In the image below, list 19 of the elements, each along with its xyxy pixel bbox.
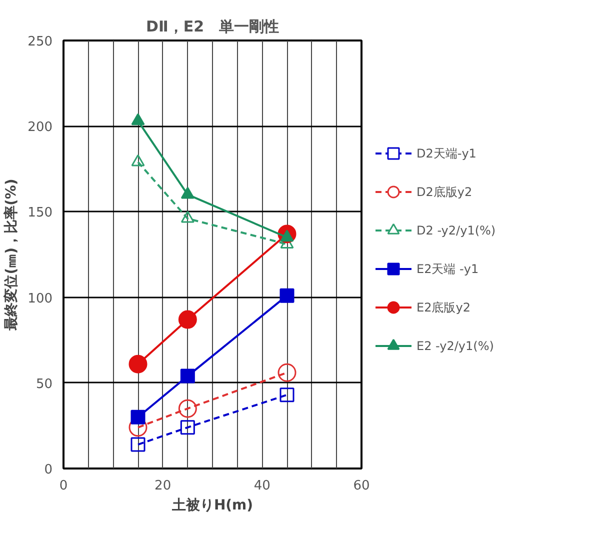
legend-label: E2天端 -y1 xyxy=(416,262,479,276)
legend-label: D2底版y2 xyxy=(416,185,472,199)
x-tick-label: 20 xyxy=(154,478,172,494)
y-tick-label: 150 xyxy=(28,206,53,221)
y-tick-label: 250 xyxy=(28,34,53,50)
y-tick-label: 200 xyxy=(28,120,53,136)
y-axis-title: 最終変位(㎜)，比率(%) xyxy=(2,178,20,332)
legend-label: E2 -y2/y1(%) xyxy=(416,339,494,353)
chart-title: DⅡ，E2 単一剛性 xyxy=(146,18,280,36)
legend-label: E2底版y2 xyxy=(416,300,470,314)
y-tick-label: 0 xyxy=(44,462,53,478)
y-tick-label: 50 xyxy=(36,376,53,392)
x-tick-label: 0 xyxy=(59,478,68,494)
x-tick-label: 40 xyxy=(254,478,270,494)
legend-label: D2 -y2/y1(%) xyxy=(416,224,496,238)
x-tick-label: 60 xyxy=(353,478,370,494)
y-tick-label: 100 xyxy=(28,291,53,306)
legend-label: D2天端-y1 xyxy=(416,146,476,160)
x-axis-title: 土被りH(m) xyxy=(170,496,254,514)
